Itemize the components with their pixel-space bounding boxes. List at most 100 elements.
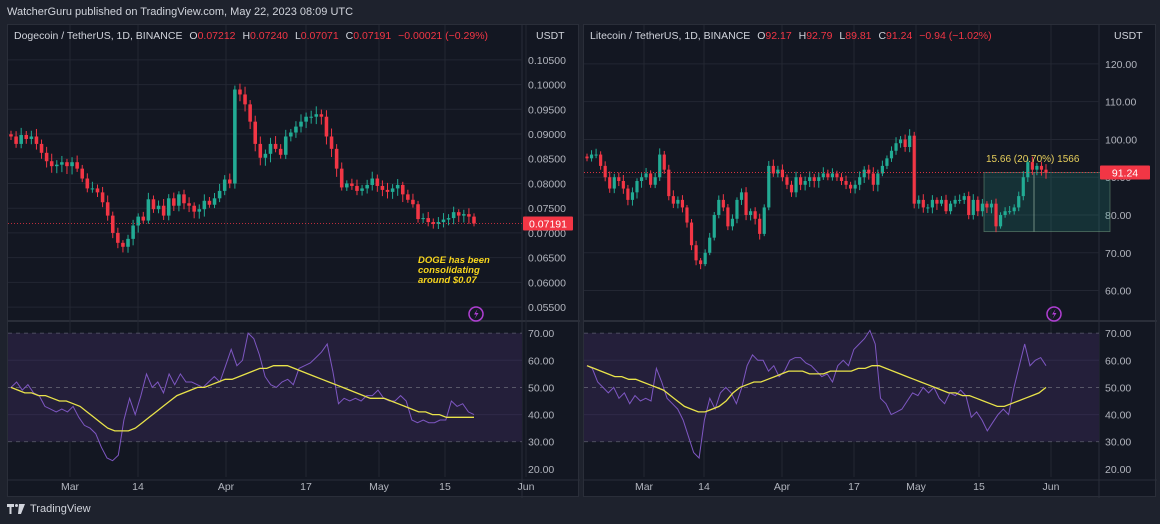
candle-body bbox=[758, 218, 762, 234]
ltc-low: 89.81 bbox=[845, 30, 872, 42]
candle-body bbox=[858, 177, 862, 185]
lightning-icon[interactable] bbox=[1046, 306, 1062, 322]
tradingview-logo-icon bbox=[7, 504, 25, 514]
doge-change: −0.00021 (−0.29%) bbox=[398, 30, 489, 42]
candle-body bbox=[708, 237, 712, 253]
ltc-low-label: L bbox=[839, 30, 846, 42]
price-tick-label: 60.00 bbox=[1105, 286, 1131, 298]
ltc-open: 92.17 bbox=[765, 30, 792, 42]
candle-body bbox=[39, 143, 44, 153]
candle-body bbox=[971, 199, 975, 215]
time-tick-label: 15 bbox=[439, 481, 451, 493]
candle-body bbox=[717, 199, 721, 215]
candle-body bbox=[808, 177, 812, 181]
candle-body bbox=[80, 168, 85, 179]
candle-body bbox=[953, 199, 957, 204]
candle-body bbox=[55, 164, 59, 167]
candle-body bbox=[90, 188, 95, 190]
candle-body bbox=[227, 179, 232, 184]
candle-body bbox=[339, 168, 344, 188]
price-tick-label: 0.08000 bbox=[528, 178, 566, 190]
chart-panel-ltc[interactable]: 120.00110.00100.0090.0080.0070.0060.0070… bbox=[583, 24, 1157, 498]
candle-body bbox=[70, 162, 74, 167]
candle-body bbox=[830, 173, 834, 178]
time-tick-label: May bbox=[906, 481, 927, 493]
candle-body bbox=[248, 104, 252, 122]
lightning-icon[interactable] bbox=[468, 306, 484, 322]
candle-body bbox=[848, 184, 853, 189]
candle-body bbox=[1012, 207, 1016, 212]
tradingview-brand[interactable]: TradingView bbox=[7, 503, 91, 515]
candle-body bbox=[406, 194, 410, 200]
candle-body bbox=[197, 209, 202, 212]
ltc-high-label: H bbox=[798, 30, 807, 42]
last-price-label: 91.24 bbox=[1112, 168, 1138, 180]
candle-body bbox=[894, 143, 898, 151]
candle-body bbox=[794, 177, 798, 193]
candle-body bbox=[329, 136, 334, 149]
candle-body bbox=[939, 199, 944, 204]
rsi-tick-label: 70.00 bbox=[528, 328, 554, 340]
candle-body bbox=[319, 114, 324, 117]
candle-body bbox=[585, 156, 589, 159]
candle-body bbox=[350, 183, 354, 186]
candle-body bbox=[880, 165, 884, 174]
rsi-line bbox=[10, 332, 475, 462]
candle-body bbox=[998, 215, 1003, 227]
doge-close: 0.07191 bbox=[353, 30, 392, 42]
rsi-tick-label: 60.00 bbox=[1105, 355, 1131, 367]
ltc-close-label: C bbox=[878, 30, 887, 42]
candle-body bbox=[14, 136, 18, 144]
candle-body bbox=[694, 245, 698, 261]
candle-body bbox=[662, 154, 666, 170]
doge-currency[interactable]: USDT bbox=[536, 30, 565, 42]
candle-body bbox=[370, 178, 375, 185]
last-price-tag bbox=[1100, 165, 1150, 180]
chart-panel-doge[interactable]: 0.10500 0.10000 0.09500 0.09000 0.08500 0.080… bbox=[7, 24, 580, 498]
candle-body bbox=[426, 218, 430, 223]
candle-body bbox=[131, 225, 135, 239]
doge-legend: Dogecoin / TetherUS, 1D, BINANCE O0.0721… bbox=[14, 30, 488, 42]
candle-body bbox=[621, 181, 625, 189]
candle-body bbox=[930, 199, 934, 208]
candle-body bbox=[462, 214, 466, 216]
candle-body bbox=[65, 162, 69, 167]
doge-chart-canvas[interactable]: 0.10500 0.10000 0.09500 0.09000 0.08500 0.080… bbox=[8, 25, 580, 498]
candle-body bbox=[177, 194, 181, 206]
candle-body bbox=[739, 192, 744, 200]
candle-body bbox=[49, 161, 54, 167]
price-tick-label: 0.06500 bbox=[528, 253, 566, 265]
candle-body bbox=[19, 135, 23, 144]
rsi-tick-label: 30.00 bbox=[1105, 437, 1131, 449]
candle-body bbox=[617, 177, 621, 181]
candle-body bbox=[789, 184, 794, 193]
ltc-chart-canvas[interactable]: 120.00110.00100.0090.0080.0070.0060.0070… bbox=[584, 25, 1157, 498]
candle-body bbox=[685, 207, 689, 223]
candle-body bbox=[762, 207, 766, 234]
candle-body bbox=[935, 199, 939, 204]
price-tick-label: 100.00 bbox=[1105, 134, 1137, 146]
ltc-close: 91.24 bbox=[886, 30, 913, 42]
candle-body bbox=[921, 199, 925, 208]
ltc-currency[interactable]: USDT bbox=[1114, 30, 1143, 42]
candle-body bbox=[835, 173, 839, 178]
candle-body bbox=[689, 222, 694, 246]
time-tick-label: 17 bbox=[300, 481, 312, 493]
candle-body bbox=[233, 89, 237, 184]
ltc-change: −0.94 (−1.02%) bbox=[919, 30, 992, 42]
candle-body bbox=[1035, 165, 1039, 170]
candle-body bbox=[626, 188, 630, 200]
price-tick-label: 0.08500 bbox=[528, 154, 566, 166]
doge-annotation: DOGE has been consolidating around $0.07 bbox=[418, 255, 490, 286]
candle-body bbox=[776, 169, 780, 174]
candle-body bbox=[726, 207, 730, 227]
candle-body bbox=[222, 179, 227, 191]
candle-body bbox=[589, 154, 594, 159]
candle-body bbox=[721, 199, 725, 208]
candle-body bbox=[400, 184, 405, 195]
rsi-line bbox=[586, 329, 1047, 460]
rsi-tick-label: 60.00 bbox=[528, 355, 554, 367]
candle-body bbox=[243, 94, 247, 105]
price-range-measure-box[interactable] bbox=[983, 172, 1111, 233]
candle-body bbox=[121, 242, 125, 247]
